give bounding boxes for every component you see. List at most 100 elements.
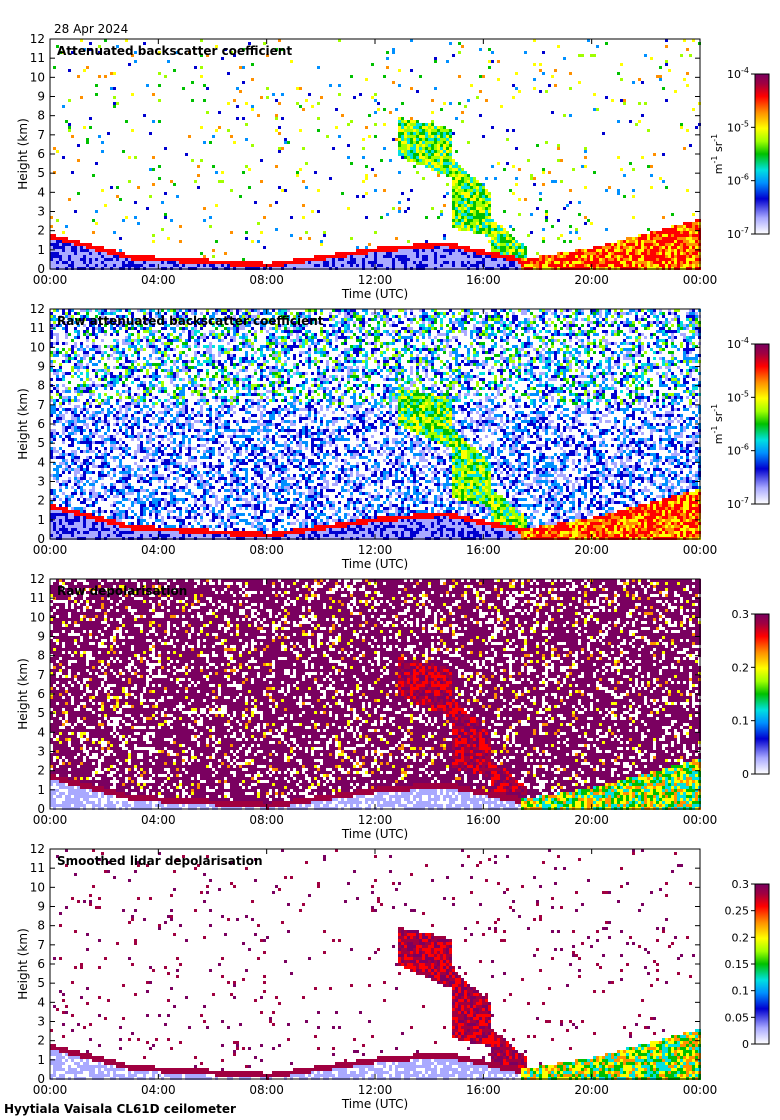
- plot-background: [50, 849, 700, 1079]
- colorbar-tick-label: 0.3: [732, 608, 750, 621]
- x-tick-label: 16:00: [466, 543, 501, 557]
- y-tick-label: 2: [37, 494, 45, 508]
- y-tick-label: 7: [37, 398, 45, 412]
- colorbar-tick-label: 10-6: [727, 173, 749, 188]
- y-tick-label: 12: [30, 302, 45, 316]
- y-tick-label: 10: [30, 880, 45, 894]
- panel-title: Attenuated backscatter coefficient: [57, 44, 292, 58]
- y-tick-label: 5: [37, 706, 45, 720]
- colorbar-gradient: [755, 74, 769, 234]
- panel-title: Smoothed lidar depolarisation: [57, 854, 263, 868]
- x-tick-label: 04:00: [141, 1083, 176, 1097]
- y-tick-label: 8: [37, 109, 45, 123]
- panel-title: Raw attenuated backscatter coefficient: [57, 314, 324, 328]
- x-axis-label: Time (UTC): [341, 287, 408, 301]
- y-tick-label: 3: [37, 1015, 45, 1029]
- x-tick-label: 20:00: [574, 1083, 609, 1097]
- colorbar: 10-410-510-610-7m-1 sr-1: [710, 66, 769, 241]
- y-tick-label: 10: [30, 340, 45, 354]
- y-tick-label: 1: [37, 513, 45, 527]
- colorbar-tick-label: 10-4: [727, 336, 749, 351]
- colorbar: 10-410-510-610-7m-1 sr-1: [710, 336, 769, 511]
- y-tick-label: 2: [37, 764, 45, 778]
- y-tick-label: 5: [37, 976, 45, 990]
- instrument-label: Hyytiala Vaisala CL61D ceilometer: [4, 1102, 236, 1116]
- y-tick-label: 12: [30, 842, 45, 856]
- y-tick-label: 7: [37, 668, 45, 682]
- y-tick-label: 8: [37, 919, 45, 933]
- y-tick-label: 11: [30, 591, 45, 605]
- y-tick-label: 11: [30, 321, 45, 335]
- y-tick-label: 5: [37, 166, 45, 180]
- colorbar-tick-label: 10-7: [727, 496, 749, 511]
- colorbar-tick-label: 0.2: [732, 661, 750, 674]
- y-tick-label: 6: [37, 147, 45, 161]
- y-axis-label: Height (km): [16, 118, 30, 189]
- y-tick-label: 1: [37, 783, 45, 797]
- colorbar-tick-label: 0.15: [725, 958, 750, 971]
- y-tick-label: 9: [37, 630, 45, 644]
- y-tick-label: 3: [37, 475, 45, 489]
- y-tick-label: 12: [30, 32, 45, 46]
- x-tick-label: 00:00: [33, 1083, 68, 1097]
- y-tick-label: 9: [37, 900, 45, 914]
- colorbar-label: m-1 sr-1: [710, 134, 725, 174]
- x-tick-label: 12:00: [358, 543, 393, 557]
- x-tick-label: 16:00: [466, 813, 501, 827]
- y-tick-label: 6: [37, 957, 45, 971]
- y-tick-label: 3: [37, 205, 45, 219]
- ceilometer-figure: 28 Apr 2024 Hyytiala Vaisala CL61D ceilo…: [0, 0, 780, 1120]
- colorbar-tick-label: 10-7: [727, 226, 749, 241]
- x-tick-label: 16:00: [466, 273, 501, 287]
- panel-title: Raw depolarisation: [57, 584, 187, 598]
- x-tick-label: 00:00: [33, 543, 68, 557]
- y-axis-label: Height (km): [16, 388, 30, 459]
- x-tick-label: 00:00: [683, 273, 718, 287]
- colorbar-gradient: [755, 614, 769, 774]
- colorbar: 0.30.250.20.150.10.050: [725, 878, 770, 1051]
- heatmap-cells: [50, 579, 701, 810]
- y-tick-label: 6: [37, 687, 45, 701]
- colorbar-tick-label: 0.1: [732, 985, 750, 998]
- y-tick-label: 3: [37, 745, 45, 759]
- y-tick-label: 11: [30, 51, 45, 65]
- colorbar-gradient: [755, 884, 769, 1044]
- x-tick-label: 12:00: [358, 813, 393, 827]
- y-axis-label: Height (km): [16, 928, 30, 999]
- colorbar-tick-label: 0: [742, 1038, 749, 1051]
- x-tick-label: 08:00: [249, 543, 284, 557]
- x-tick-label: 04:00: [141, 273, 176, 287]
- y-tick-label: 8: [37, 649, 45, 663]
- y-tick-label: 4: [37, 455, 45, 469]
- x-tick-label: 12:00: [358, 1083, 393, 1097]
- x-tick-label: 00:00: [33, 273, 68, 287]
- colorbar-tick-label: 0.25: [725, 905, 750, 918]
- y-tick-label: 9: [37, 360, 45, 374]
- y-tick-label: 10: [30, 70, 45, 84]
- y-tick-label: 12: [30, 572, 45, 586]
- y-tick-label: 1: [37, 1053, 45, 1067]
- x-tick-label: 00:00: [683, 1083, 718, 1097]
- colorbar-tick-label: 10-5: [727, 119, 749, 134]
- x-tick-label: 00:00: [683, 543, 718, 557]
- colorbar-tick-label: 0.2: [732, 931, 750, 944]
- date-label: 28 Apr 2024: [54, 22, 128, 36]
- y-tick-label: 6: [37, 417, 45, 431]
- colorbar-gradient: [755, 344, 769, 504]
- x-tick-label: 20:00: [574, 273, 609, 287]
- x-tick-label: 20:00: [574, 813, 609, 827]
- x-tick-label: 00:00: [33, 813, 68, 827]
- y-tick-label: 11: [30, 861, 45, 875]
- y-tick-label: 7: [37, 938, 45, 952]
- x-tick-label: 08:00: [249, 813, 284, 827]
- y-tick-label: 4: [37, 185, 45, 199]
- colorbar-tick-label: 10-5: [727, 389, 749, 404]
- x-tick-label: 08:00: [249, 273, 284, 287]
- colorbar-tick-label: 0.1: [732, 715, 750, 728]
- colorbar-tick-label: 0: [742, 768, 749, 781]
- x-tick-label: 04:00: [141, 543, 176, 557]
- y-tick-label: 8: [37, 379, 45, 393]
